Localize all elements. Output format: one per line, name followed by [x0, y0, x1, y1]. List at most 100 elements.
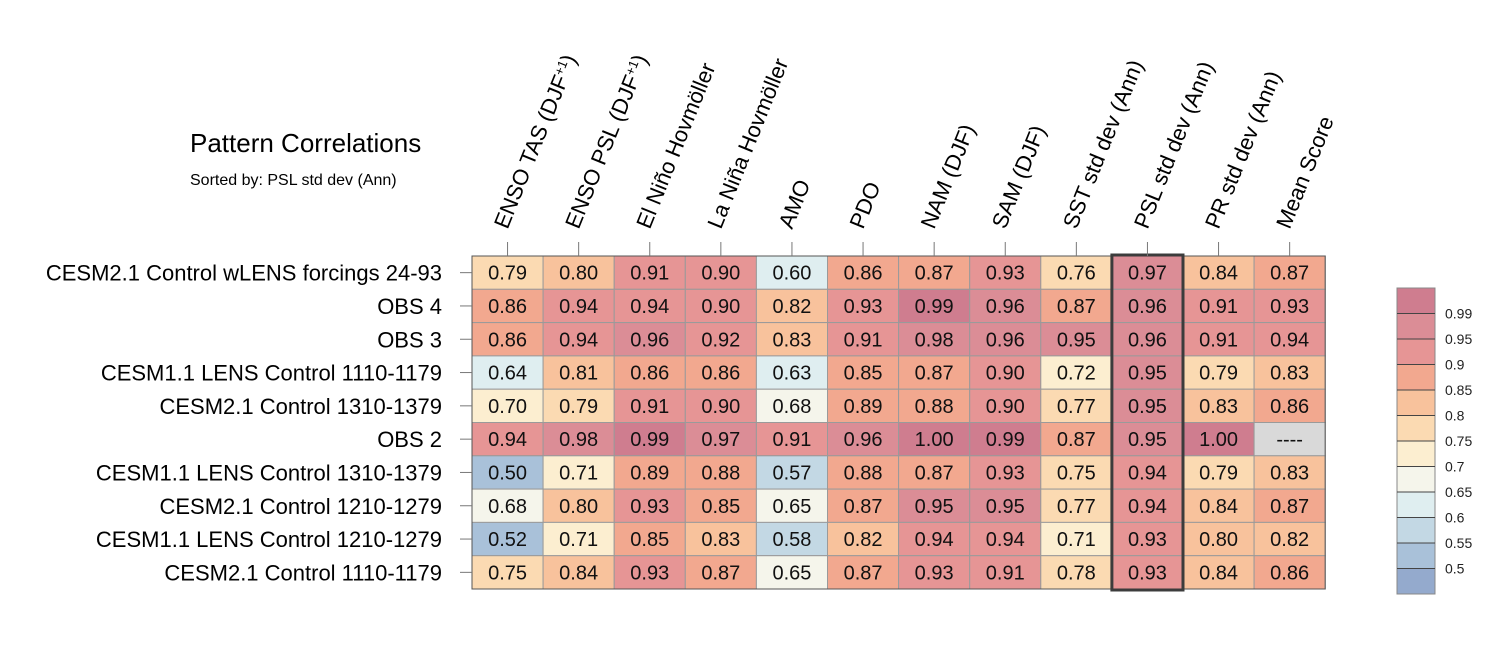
cell-value: 0.94	[1128, 496, 1167, 518]
colorbar-label: 0.9	[1445, 357, 1465, 373]
heatmap-cell	[898, 255, 971, 290]
colorbar-bin	[1397, 364, 1435, 390]
heatmap-cell	[1040, 255, 1113, 290]
colorbar-bin	[1397, 415, 1435, 441]
heatmap-cell	[969, 288, 1042, 324]
cell-value: 0.96	[844, 429, 883, 451]
heatmap-cell	[1040, 322, 1113, 357]
cell-value: 0.84	[1199, 562, 1238, 584]
cell-value: 0.91	[630, 263, 669, 285]
cell-value: 0.95	[1057, 329, 1096, 351]
heatmap-cell	[684, 288, 757, 324]
row-label: CESM2.1 Control 1210-1279	[160, 494, 443, 519]
cell-value: 0.80	[559, 263, 598, 285]
heatmap-cell	[471, 255, 544, 290]
cell-value: 0.71	[559, 529, 598, 551]
colorbar-bin	[1397, 517, 1435, 543]
row-label: CESM1.1 LENS Control 1310-1379	[96, 460, 442, 485]
cell-value: 0.94	[630, 296, 669, 318]
cell-value: 0.76	[1057, 263, 1096, 285]
cell-value: 0.65	[772, 496, 811, 518]
cell-value: 0.86	[488, 329, 527, 351]
cell-value: 0.52	[488, 529, 527, 551]
row-label: OBS 4	[377, 294, 442, 319]
cell-value: 0.82	[772, 296, 811, 318]
chart-title: Pattern Correlations	[190, 128, 422, 158]
cell-value: 0.85	[701, 496, 740, 518]
column-label: El Niño Hovmöller	[631, 59, 720, 232]
heatmap-cell	[684, 455, 757, 490]
colorbar-label: 0.8	[1445, 408, 1465, 424]
cell-value: 0.98	[559, 429, 598, 451]
cell-value: 0.97	[701, 429, 740, 451]
colorbar-bin	[1397, 466, 1435, 492]
cell-value: 0.87	[915, 462, 954, 484]
cell-value: 0.86	[701, 363, 740, 385]
heatmap-cell	[898, 322, 971, 357]
heatmap-cell	[1182, 322, 1255, 357]
cell-value: 0.98	[915, 329, 954, 351]
heatmap-cell	[969, 488, 1042, 523]
cell-value: 0.64	[488, 363, 527, 385]
cell-value: 0.91	[986, 562, 1025, 584]
heatmap-cell	[969, 521, 1042, 557]
colorbar-label: 0.95	[1445, 331, 1472, 347]
cell-value: 0.71	[559, 462, 598, 484]
cell-value: 0.83	[1270, 363, 1309, 385]
heatmap-cell	[542, 455, 615, 490]
cell-value: 0.86	[488, 296, 527, 318]
cell-value: 0.72	[1057, 363, 1096, 385]
heatmap-cell	[1040, 488, 1113, 523]
cell-value: 0.80	[1199, 529, 1238, 551]
cell-value: 0.89	[630, 462, 669, 484]
heatmap-cell	[1111, 322, 1184, 357]
heatmap-cell	[1111, 355, 1184, 390]
heatmap-cell	[1040, 388, 1113, 424]
cell-value: 0.86	[1270, 562, 1309, 584]
cell-value: 0.94	[559, 329, 598, 351]
cell-value: ----	[1276, 429, 1303, 451]
heatmap-cell	[755, 521, 829, 557]
heatmap-cell	[471, 455, 544, 490]
cell-value: 0.87	[1270, 496, 1309, 518]
cell-value: 0.93	[1128, 562, 1167, 584]
cell-value: 0.79	[1199, 462, 1238, 484]
cell-value: 0.95	[986, 496, 1025, 518]
cell-value: 0.75	[488, 562, 527, 584]
cell-value: 0.50	[488, 462, 527, 484]
cell-value: 0.79	[488, 263, 527, 285]
heatmap-cell	[1040, 555, 1113, 590]
cell-value: 0.90	[986, 396, 1025, 418]
cell-value: 0.96	[1128, 329, 1167, 351]
cell-value: 0.70	[488, 396, 527, 418]
heatmap-cell	[542, 288, 615, 324]
cell-value: 0.87	[1057, 296, 1096, 318]
cell-value: 0.93	[844, 296, 883, 318]
heatmap-cell	[613, 455, 686, 490]
cell-value: 0.90	[701, 396, 740, 418]
heatmap-cell	[684, 388, 757, 424]
heatmap-cell	[1253, 422, 1326, 457]
cell-value: 0.86	[1270, 396, 1309, 418]
cell-value: 0.87	[1270, 263, 1309, 285]
cell-value: 0.83	[1199, 396, 1238, 418]
cell-value: 0.90	[986, 363, 1025, 385]
column-label: SST std dev (Ann)	[1058, 56, 1148, 232]
cell-value: 0.77	[1057, 396, 1096, 418]
heatmap-cell	[969, 422, 1042, 457]
cell-value: 0.77	[1057, 496, 1096, 518]
heatmap-cell	[827, 288, 900, 324]
heatmap-cell	[684, 521, 757, 557]
colorbar-bin	[1397, 339, 1435, 365]
column-label: PSL std dev (Ann)	[1129, 58, 1219, 232]
cell-value: 0.93	[630, 562, 669, 584]
heatmap-cell	[898, 288, 971, 324]
colorbar-bin	[1397, 568, 1435, 594]
cell-value: 0.80	[559, 496, 598, 518]
cell-value: 0.83	[1270, 462, 1309, 484]
column-label: PDO	[845, 178, 886, 232]
cell-value: 0.96	[986, 329, 1025, 351]
cell-value: 0.99	[630, 429, 669, 451]
chart-subtitle: Sorted by: PSL std dev (Ann)	[190, 172, 397, 189]
